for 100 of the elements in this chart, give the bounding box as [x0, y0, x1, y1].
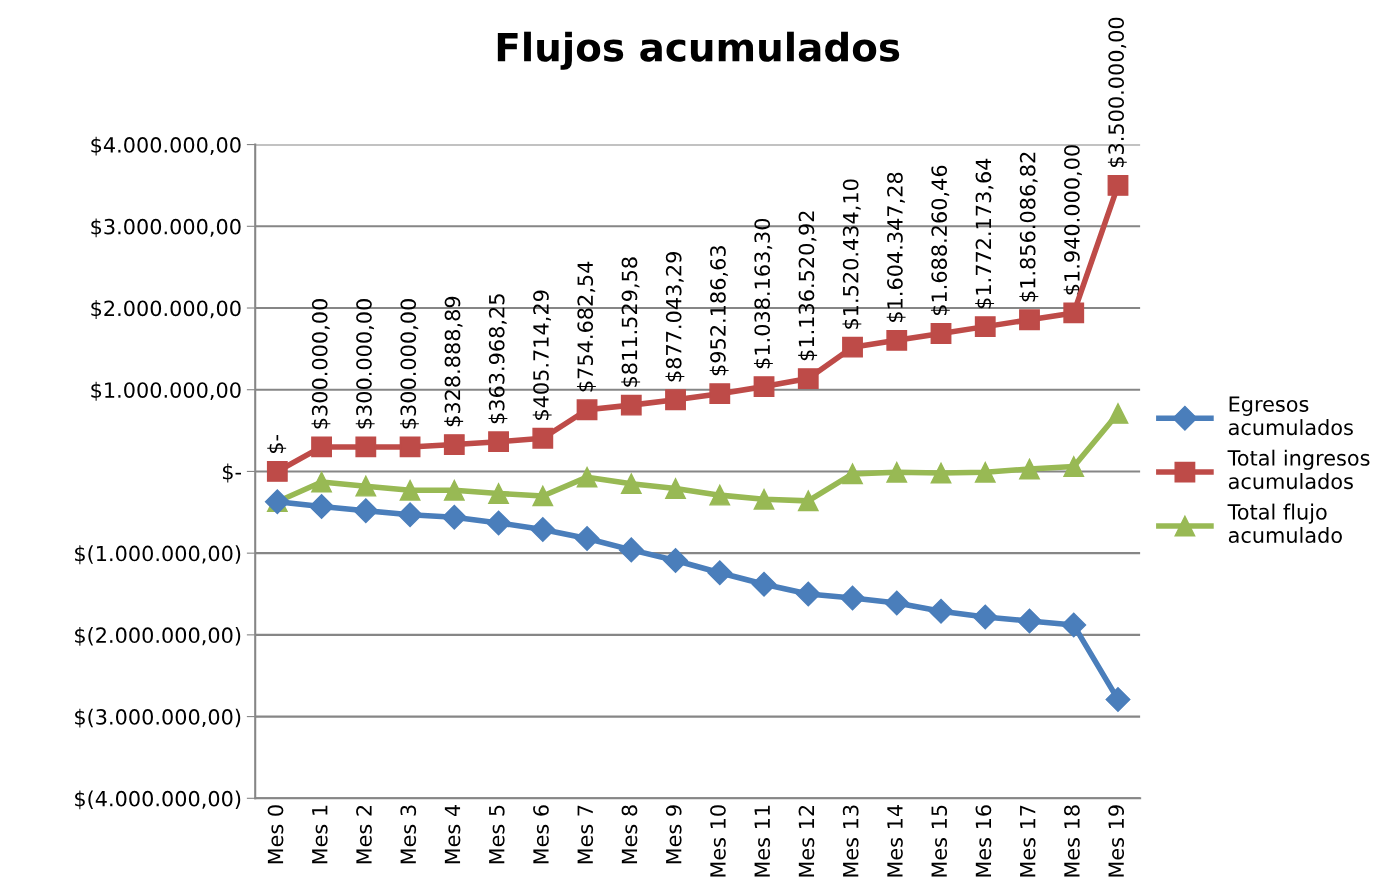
point	[709, 383, 731, 405]
point	[930, 462, 952, 484]
point	[532, 427, 554, 449]
point	[443, 434, 465, 455]
data-label: $300.000,00	[399, 299, 419, 429]
point	[1019, 458, 1040, 480]
point	[974, 316, 996, 338]
point	[709, 484, 731, 506]
point	[1105, 686, 1131, 712]
point	[530, 516, 556, 542]
data-label: $877.043,29	[665, 252, 685, 382]
data-label: $3.500.000,00	[1107, 17, 1127, 168]
point	[842, 463, 863, 485]
point	[355, 436, 377, 458]
y-tick-label: $4.000.000,00	[91, 136, 241, 156]
point	[795, 581, 821, 607]
data-label: $754.682,54	[576, 261, 596, 392]
x-tick-label: Mes 2	[356, 805, 372, 864]
x-tick-label: Mes 8	[621, 805, 638, 864]
point	[311, 471, 332, 493]
point	[309, 494, 335, 520]
point	[574, 525, 600, 551]
data-label: $1.856.086,82	[1019, 152, 1039, 302]
point	[353, 498, 379, 524]
point	[1063, 302, 1085, 324]
point	[441, 504, 467, 530]
point	[930, 323, 952, 344]
data-label: $300.000,00	[311, 299, 331, 429]
chart-title: Flujos acumulados	[497, 31, 900, 70]
point	[797, 490, 819, 512]
y-tick-label: $(3.000.000,00)	[75, 708, 241, 728]
x-tick-label: Mes 1	[312, 805, 328, 864]
data-label: $1.940.000,00	[1063, 145, 1083, 295]
x-tick-label: Mes 14	[887, 805, 903, 877]
point	[797, 368, 819, 389]
x-tick-label: Mes 11	[754, 805, 771, 877]
point	[753, 488, 775, 510]
data-label: $1.038.163,30	[753, 218, 773, 369]
point	[618, 537, 644, 563]
point	[663, 548, 689, 573]
y-tick-label: $3.000.000,00	[91, 218, 241, 238]
x-tick-label: Mes 12	[798, 805, 815, 877]
point	[842, 336, 863, 358]
x-tick-label: Mes 19	[1108, 805, 1125, 877]
point	[1019, 309, 1040, 331]
x-tick-label: Mes 7	[577, 805, 594, 864]
x-tick-label: Mes 3	[400, 805, 417, 864]
point	[886, 329, 908, 351]
point	[576, 466, 598, 488]
point	[443, 479, 465, 501]
point	[1063, 456, 1085, 477]
legend-label: Egresos acumulados	[1228, 396, 1353, 436]
point	[665, 478, 686, 500]
x-tick-label: Mes 5	[489, 805, 505, 864]
point	[751, 571, 777, 597]
point	[488, 431, 509, 453]
x-tick-label: Mes 10	[710, 805, 726, 877]
y-tick-label: $(2.000.000,00)	[75, 626, 241, 646]
point	[707, 560, 733, 586]
x-tick-label: Mes 15	[931, 805, 948, 877]
data-label: $-	[267, 435, 287, 454]
legend-label: Total ingresos acumulados	[1227, 449, 1370, 490]
point	[311, 436, 332, 458]
x-tick-label: Mes 9	[665, 805, 682, 864]
point	[840, 585, 865, 611]
point	[488, 483, 509, 504]
point	[355, 475, 377, 497]
point	[399, 479, 421, 501]
point	[1107, 403, 1129, 424]
y-tick-label: $2.000.000,00	[91, 300, 241, 319]
point	[928, 598, 954, 624]
data-label: $1.604.347,28	[886, 172, 906, 322]
x-tick-label: Mes 0	[267, 805, 284, 864]
point	[1107, 175, 1129, 196]
x-tick-label: Mes 13	[842, 805, 859, 877]
legend-label: Total flujo acumulado	[1227, 503, 1342, 544]
data-label: $363.968,25	[488, 294, 508, 424]
y-tick-label: $(4.000.000,00)	[75, 790, 241, 810]
point	[397, 502, 423, 528]
point	[753, 376, 775, 398]
data-label: $1.688.260,46	[930, 165, 950, 316]
x-tick-label: Mes 18	[1064, 805, 1080, 877]
point	[266, 461, 288, 482]
point	[532, 485, 554, 507]
data-label: $811.529,58	[621, 257, 641, 387]
point	[1061, 612, 1087, 638]
point	[1017, 608, 1042, 634]
point	[620, 394, 642, 416]
y-tick-label: $1.000.000,00	[91, 381, 241, 401]
point	[620, 473, 642, 495]
x-tick-label: Mes 16	[975, 805, 992, 877]
data-label: $952.186,63	[709, 246, 729, 376]
point	[884, 590, 910, 616]
x-tick-label: Mes 6	[533, 805, 549, 864]
point	[974, 461, 996, 483]
point	[576, 399, 598, 421]
data-label: $1.136.520,92	[798, 211, 818, 361]
point	[665, 389, 686, 411]
point	[399, 436, 421, 458]
data-label: $300.000,00	[355, 299, 375, 429]
